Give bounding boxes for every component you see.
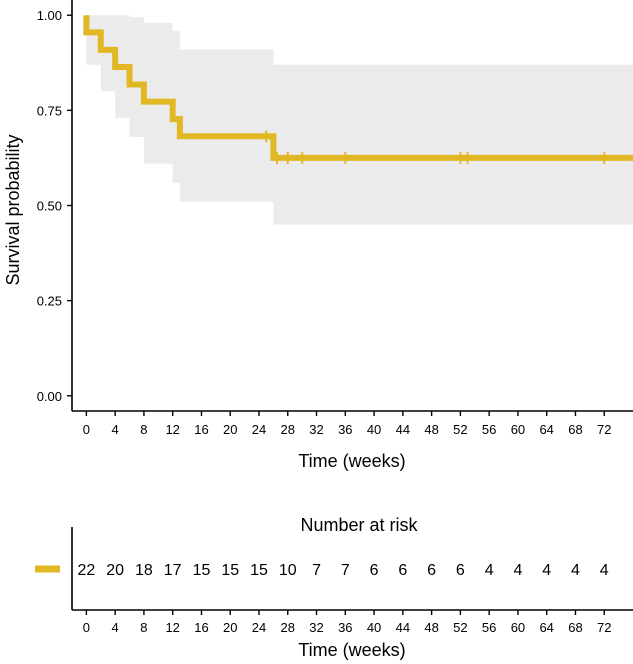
risk-x-tick-label: 64 [539, 620, 553, 635]
x-tick-label: 52 [453, 422, 467, 437]
risk-value: 4 [571, 562, 580, 579]
x-tick-label: 24 [252, 422, 266, 437]
y-ticks: 0.00 0.25 0.50 0.75 1.00 [37, 8, 72, 404]
risk-x-tick-label: 8 [140, 620, 147, 635]
risk-value: 6 [456, 562, 465, 579]
y-tick-label: 0.00 [37, 389, 62, 404]
risk-value: 18 [135, 562, 153, 579]
censor-marks [265, 130, 606, 164]
x-tick-label: 72 [597, 422, 611, 437]
risk-value: 22 [77, 562, 95, 579]
risk-x-tick-label: 56 [482, 620, 496, 635]
risk-x-tick-label: 16 [194, 620, 208, 635]
risk-value: 6 [398, 562, 407, 579]
risk-x-ticks: 0 4 8 12 16 20 24 28 32 36 40 44 48 52 56 60 64 68 72 [83, 610, 611, 635]
risk-value: 7 [312, 562, 321, 579]
x-tick-label: 8 [140, 422, 147, 437]
risk-value: 17 [164, 562, 182, 579]
risk-value: 10 [279, 562, 297, 579]
risk-x-tick-label: 32 [309, 620, 323, 635]
y-axis-title: Survival probability [3, 134, 23, 285]
x-tick-label: 4 [112, 422, 119, 437]
risk-x-tick-label: 12 [165, 620, 179, 635]
x-tick-label: 16 [194, 422, 208, 437]
x-tick-label: 56 [482, 422, 496, 437]
risk-x-tick-label: 0 [83, 620, 90, 635]
risk-value: 4 [600, 562, 609, 579]
risk-table-title: Number at risk [300, 515, 418, 535]
x-tick-label: 48 [424, 422, 438, 437]
risk-value: 4 [513, 562, 522, 579]
risk-value: 15 [221, 562, 239, 579]
risk-value: 7 [341, 562, 350, 579]
x-tick-label: 36 [338, 422, 352, 437]
risk-x-tick-label: 68 [568, 620, 582, 635]
risk-x-tick-label: 4 [112, 620, 119, 635]
risk-value: 4 [542, 562, 551, 579]
risk-x-tick-label: 72 [597, 620, 611, 635]
risk-x-tick-label: 20 [223, 620, 237, 635]
risk-x-tick-label: 28 [281, 620, 295, 635]
risk-value: 6 [370, 562, 379, 579]
survival-plot: 0.000.250.500.751.00 0 4 8 12 16 20 24 28 32 36 40… [3, 0, 633, 471]
y-tick-label: 0.75 [37, 103, 62, 118]
risk-x-axis-title: Time (weeks) [298, 640, 405, 660]
risk-x-tick-label: 44 [396, 620, 410, 635]
risk-values: 22 20 18 17 15 15 15 10 7 7 6 6 6 6 4 4 4 4 4 [77, 562, 608, 579]
x-tick-label: 12 [165, 422, 179, 437]
x-tick-label: 40 [367, 422, 381, 437]
risk-value: 20 [106, 562, 124, 579]
risk-x-tick-label: 36 [338, 620, 352, 635]
x-tick-label: 68 [568, 422, 582, 437]
risk-value: 6 [427, 562, 436, 579]
x-tick-label: 60 [511, 422, 525, 437]
risk-value: 15 [250, 562, 268, 579]
survival-curve [83, 15, 633, 161]
y-tick-label: 1.00 [37, 8, 62, 23]
confidence-band [86, 15, 633, 225]
x-axis-title: Time (weeks) [298, 451, 405, 471]
x-tick-label: 28 [281, 422, 295, 437]
risk-x-tick-label: 52 [453, 620, 467, 635]
y-tick-label: 0.25 [37, 294, 62, 309]
risk-value: 4 [485, 562, 494, 579]
risk-x-tick-label: 60 [511, 620, 525, 635]
risk-value: 15 [193, 562, 211, 579]
y-tick-label: 0.50 [37, 199, 62, 214]
x-tick-label: 64 [539, 422, 553, 437]
risk-table: Number at risk 22 20 18 17 15 15 15 10 7 7 6 6 6 6 4 4 4… [35, 515, 633, 660]
x-tick-label: 32 [309, 422, 323, 437]
risk-x-tick-label: 40 [367, 620, 381, 635]
x-tick-label: 20 [223, 422, 237, 437]
x-ticks: 0 4 8 12 16 20 24 28 32 36 40 44 48 52 56 60 64 68 72 [83, 411, 611, 437]
x-tick-label: 0 [83, 422, 90, 437]
x-tick-label: 44 [396, 422, 410, 437]
risk-x-tick-label: 48 [424, 620, 438, 635]
risk-x-tick-label: 24 [252, 620, 266, 635]
